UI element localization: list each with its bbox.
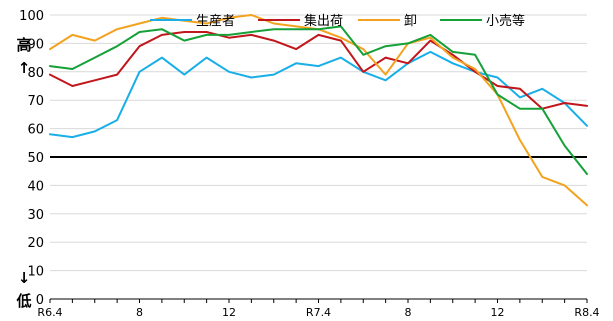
- legend-label: 小売等: [486, 13, 525, 29]
- x-tick-label: R7.4: [306, 306, 331, 319]
- grid-lines: [50, 14, 587, 300]
- legend-label: 生産者: [196, 13, 235, 29]
- series-line: [49, 50, 588, 139]
- y-tick-label: 90: [27, 37, 44, 52]
- series-line: [49, 31, 588, 110]
- y-tick-label: 70: [27, 94, 44, 109]
- y-tick-label: 10: [27, 265, 44, 280]
- y-tick-label: 100: [19, 9, 44, 24]
- x-tick-label: 12: [491, 306, 505, 319]
- y-axis-label-low: 低: [15, 292, 31, 310]
- y-tick-label: 50: [27, 151, 44, 166]
- x-tick-label: R8.4: [574, 306, 599, 319]
- down-arrow-icon: ↓: [18, 269, 31, 287]
- x-tick-label: 8: [136, 306, 143, 319]
- series-lines: [49, 14, 588, 207]
- up-arrow-icon: ↑: [18, 59, 31, 77]
- y-tick-label: 30: [27, 208, 44, 223]
- y-tick-label: 80: [27, 66, 44, 81]
- legend-label: 集出荷: [304, 13, 343, 29]
- x-tick-label: R6.4: [37, 306, 62, 319]
- y-tick-label: 0: [36, 293, 44, 308]
- series-line: [49, 25, 588, 175]
- x-tick-label: 12: [222, 306, 236, 319]
- x-tick-labels: R6.4 8 12 R7.4 8 12 R8.4: [37, 299, 600, 319]
- y-axis-label-high: 高: [16, 36, 31, 54]
- legend: 生産者 集出荷 卸 小売等: [150, 13, 525, 29]
- legend-label: 卸: [404, 13, 417, 29]
- y-tick-label: 40: [27, 179, 44, 194]
- y-tick-labels: 0 10 20 30 40 50 60 70 80 90 100: [19, 9, 44, 308]
- x-tick-label: 8: [405, 306, 412, 319]
- y-tick-label: 60: [27, 123, 44, 138]
- y-tick-label: 20: [27, 236, 44, 251]
